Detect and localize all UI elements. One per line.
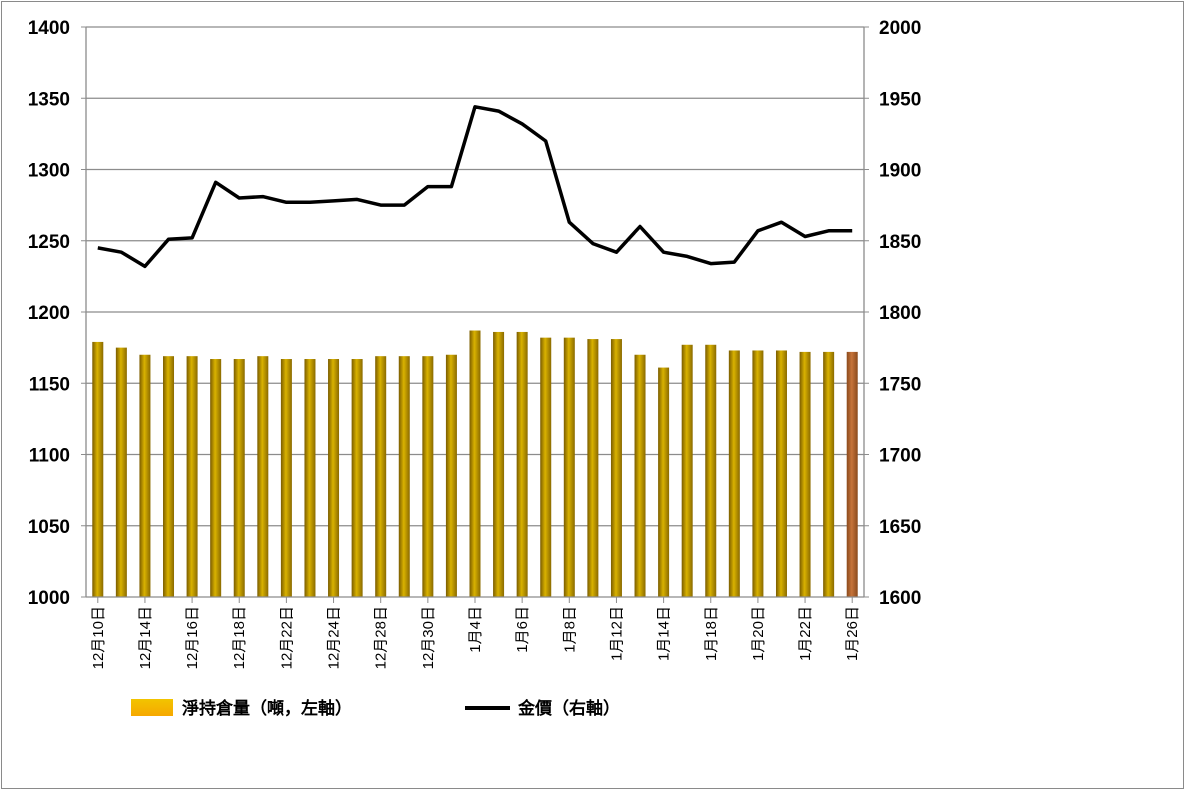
bar [493, 331, 505, 597]
bar [163, 356, 175, 597]
right-tick-label: 1750 [879, 374, 921, 395]
bar [92, 341, 104, 597]
bar [540, 337, 552, 597]
x-tick-label: 12月30日 [420, 606, 437, 669]
bar [681, 344, 693, 597]
right-tick-label: 1900 [879, 161, 921, 182]
x-tick-label: 1月20日 [750, 606, 767, 661]
x-tick-label: 1月18日 [703, 606, 720, 661]
bar [469, 330, 481, 597]
right-tick-label: 1800 [879, 303, 921, 324]
x-tick-label: 1月8日 [561, 606, 578, 653]
left-tick-label: 1400 [28, 18, 70, 39]
x-tick-label: 1月26日 [844, 606, 861, 661]
price-line [97, 105, 853, 269]
x-tick-label: 1月22日 [797, 606, 814, 661]
axes [81, 26, 869, 603]
legend-swatch-bars [131, 699, 173, 716]
right-y-axis-ticks: 1600 1650 1700 1750 1800 1850 1900 1950 2000 [879, 18, 921, 609]
right-tick-label: 1600 [879, 588, 921, 609]
bar [516, 331, 528, 597]
x-tick-label: 12月28日 [373, 606, 390, 669]
bar [422, 356, 434, 597]
bar [587, 339, 599, 597]
legend: 淨持倉量（噸，左軸） 金價（右軸） [131, 698, 620, 718]
bar [846, 351, 858, 597]
left-tick-label: 1150 [29, 374, 70, 395]
left-tick-label: 1300 [28, 161, 70, 182]
bar [445, 354, 457, 597]
left-tick-label: 1200 [28, 303, 70, 324]
bar [351, 359, 363, 597]
bar [233, 359, 245, 597]
right-tick-label: 1950 [879, 89, 921, 110]
x-tick-label: 1月14日 [656, 606, 673, 661]
bar [139, 354, 151, 597]
bar-series [92, 330, 858, 597]
x-tick-label: 12月10日 [90, 606, 107, 669]
bar [563, 337, 575, 597]
right-tick-label: 2000 [879, 18, 921, 39]
left-tick-label: 1000 [28, 588, 70, 609]
x-tick-label: 12月24日 [326, 606, 343, 669]
legend-label-line: 金價（右軸） [517, 698, 620, 718]
right-tick-label: 1850 [879, 232, 921, 253]
bar [280, 359, 292, 597]
bar [823, 351, 835, 597]
bar [186, 356, 198, 597]
bar [398, 356, 410, 597]
bar [705, 344, 717, 597]
bar [375, 356, 387, 597]
x-tick-label: 1月4日 [467, 606, 484, 653]
bar [752, 350, 764, 597]
left-y-axis-ticks: 1000 1050 1100 1150 1200 1250 1300 1350 1400 [28, 18, 70, 609]
bar [775, 350, 787, 597]
left-tick-label: 1100 [29, 446, 70, 467]
x-axis-labels: 12月10日 12月14日 12月16日 12月18日 12月22日 12月24日 12月2… [90, 606, 861, 669]
bar [210, 359, 222, 597]
bar [304, 359, 316, 597]
left-tick-label: 1050 [28, 517, 70, 538]
x-tick-label: 1月6日 [514, 606, 531, 653]
bar [634, 354, 646, 597]
bar [728, 350, 740, 597]
legend-label-bars: 淨持倉量（噸，左軸） [182, 698, 352, 718]
left-tick-label: 1250 [28, 232, 70, 253]
right-tick-label: 1700 [879, 446, 921, 467]
x-tick-label: 12月16日 [184, 606, 201, 669]
bar [328, 359, 340, 597]
left-tick-label: 1350 [28, 89, 70, 110]
x-tick-label: 12月14日 [137, 606, 154, 669]
bar [799, 351, 811, 597]
bar [115, 347, 127, 597]
bar [257, 356, 269, 597]
x-tick-label: 12月18日 [231, 606, 248, 669]
line-series [97, 105, 853, 269]
right-tick-label: 1650 [879, 517, 921, 538]
bar [658, 367, 670, 597]
x-tick-label: 12月22日 [278, 606, 295, 669]
x-tick-label: 1月12日 [609, 606, 626, 661]
bar [610, 339, 622, 597]
